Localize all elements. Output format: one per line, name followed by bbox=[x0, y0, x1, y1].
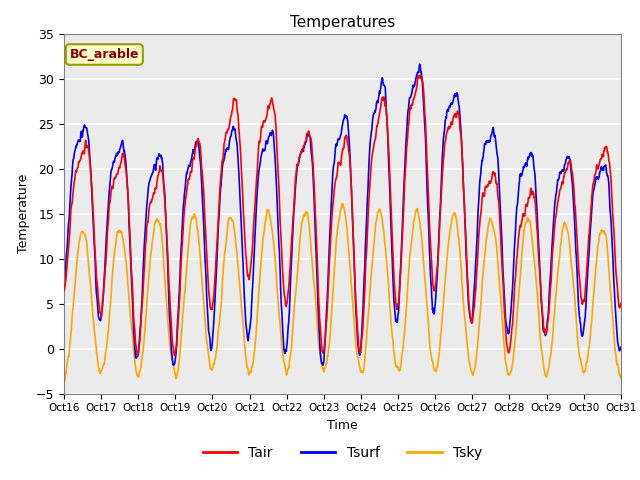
Tair bbox=[171, 353, 179, 359]
Tsurf bbox=[429, 307, 436, 313]
Tsky bbox=[617, 375, 625, 381]
Tair bbox=[417, 72, 424, 78]
Line: Tsky: Tsky bbox=[64, 204, 621, 383]
Tsky bbox=[278, 349, 286, 355]
Tsurf bbox=[183, 171, 191, 177]
Tair bbox=[184, 183, 191, 189]
Tair bbox=[568, 168, 576, 174]
Tsurf bbox=[617, 344, 625, 350]
Tair bbox=[279, 272, 287, 278]
Tsurf bbox=[319, 362, 327, 368]
X-axis label: Time: Time bbox=[327, 419, 358, 432]
Tsurf bbox=[416, 61, 424, 67]
Tsurf bbox=[278, 321, 286, 327]
Tsky bbox=[568, 264, 575, 270]
Tsky bbox=[292, 287, 300, 293]
Tair bbox=[617, 300, 625, 306]
Tsky bbox=[428, 358, 436, 364]
Y-axis label: Temperature: Temperature bbox=[17, 174, 30, 253]
Tair bbox=[520, 214, 528, 219]
Line: Tsurf: Tsurf bbox=[64, 64, 621, 365]
Tsurf bbox=[520, 163, 528, 169]
Tair bbox=[60, 288, 68, 293]
Line: Tair: Tair bbox=[64, 75, 621, 356]
Tsky bbox=[60, 380, 68, 386]
Tsurf bbox=[568, 178, 576, 184]
Text: BC_arable: BC_arable bbox=[70, 48, 139, 61]
Tsky bbox=[338, 201, 346, 206]
Tsurf bbox=[292, 178, 300, 183]
Tsky bbox=[183, 261, 191, 266]
Title: Temperatures: Temperatures bbox=[290, 15, 395, 30]
Tair bbox=[292, 168, 300, 173]
Tsurf bbox=[60, 280, 68, 286]
Legend: Tair, Tsurf, Tsky: Tair, Tsurf, Tsky bbox=[197, 441, 488, 466]
Tair bbox=[429, 276, 436, 282]
Tsky bbox=[520, 229, 527, 235]
